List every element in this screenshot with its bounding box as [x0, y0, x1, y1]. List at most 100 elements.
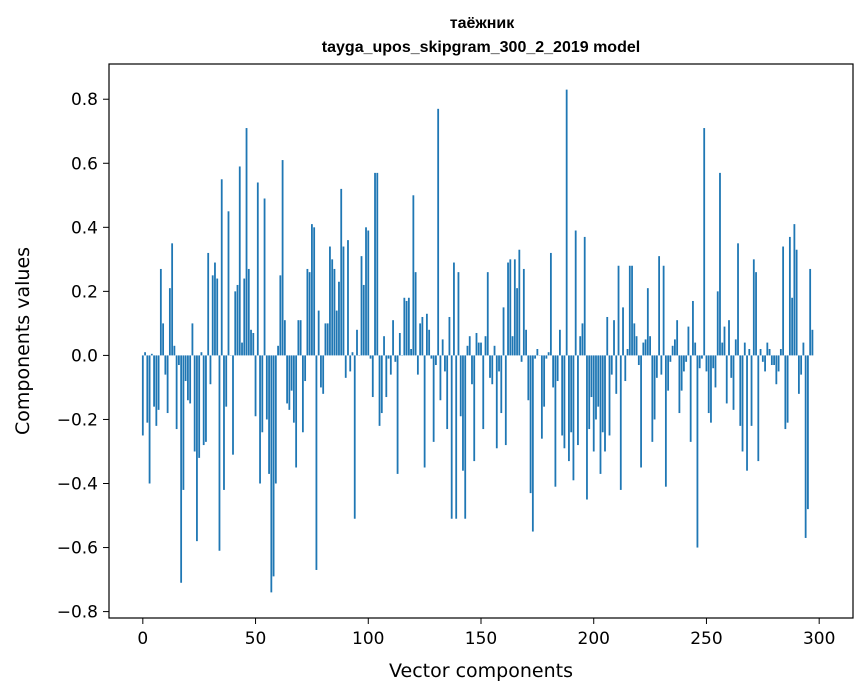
- bar-195: [581, 323, 584, 356]
- bar-185: [559, 329, 561, 356]
- bar-209: [613, 320, 615, 356]
- bar-112: [394, 355, 397, 362]
- bar-280: [773, 355, 775, 366]
- bar-61: [279, 275, 282, 356]
- y-tick-label: −0.8: [57, 603, 98, 623]
- bar-213: [622, 307, 624, 356]
- bar-45: [243, 278, 246, 356]
- bar-17: [180, 355, 183, 583]
- bar-15: [175, 355, 178, 430]
- bar-159: [500, 355, 503, 414]
- bar-251: [707, 355, 710, 414]
- bar-200: [592, 355, 595, 452]
- bar-135: [446, 355, 449, 430]
- bar-279: [770, 355, 773, 366]
- bar-160: [502, 307, 505, 356]
- bar-207: [608, 355, 611, 436]
- x-tick-label: 300: [803, 629, 835, 649]
- bar-183: [554, 355, 557, 487]
- bar-95: [356, 329, 358, 356]
- bar-11: [166, 355, 169, 414]
- bar-277: [766, 342, 769, 356]
- bar-138: [453, 262, 455, 356]
- bar-38: [227, 211, 230, 356]
- y-axis-label: Components values: [12, 247, 34, 435]
- bar-187: [563, 355, 566, 449]
- bar-73: [306, 268, 309, 356]
- bar-99: [365, 227, 367, 356]
- bar-23: [193, 355, 196, 452]
- bar-254: [714, 355, 717, 388]
- bar-36: [223, 355, 225, 490]
- bar-240: [683, 355, 685, 372]
- bar-222: [642, 342, 645, 356]
- bar-253: [712, 355, 715, 369]
- bar-281: [775, 355, 778, 385]
- bar-294: [804, 355, 807, 538]
- bar-231: [662, 265, 665, 356]
- y-axis: −0.8 −0.6 −0.4 −0.2 0.0 0.2 0.4 0.6 0.8: [57, 90, 109, 623]
- bar-164: [511, 336, 514, 356]
- bar-3: [148, 355, 151, 484]
- bar-100: [367, 230, 370, 356]
- bar-9: [162, 323, 165, 356]
- bar-180: [547, 352, 550, 356]
- bar-165: [513, 259, 516, 356]
- bar-186: [561, 355, 564, 436]
- bar-263: [734, 339, 737, 356]
- bar-57: [270, 355, 273, 593]
- bar-108: [385, 355, 388, 398]
- bar-120: [412, 195, 415, 356]
- y-tick-label: 0.4: [71, 218, 98, 238]
- bar-60: [277, 345, 279, 356]
- bar-118: [407, 297, 410, 356]
- bar-278: [768, 349, 771, 356]
- bar-149: [477, 342, 480, 356]
- x-tick-label: 50: [245, 629, 267, 649]
- bar-13: [171, 243, 174, 356]
- bar-147: [473, 355, 476, 462]
- bar-143: [464, 355, 467, 519]
- bar-145: [468, 336, 471, 356]
- bar-167: [518, 249, 521, 356]
- bar-257: [721, 342, 724, 356]
- bar-32: [214, 262, 216, 356]
- bar-134: [444, 355, 446, 372]
- bar-93: [351, 352, 354, 356]
- x-tick-label: 0: [137, 629, 148, 649]
- bar-106: [380, 355, 383, 414]
- bar-237: [676, 320, 679, 356]
- bar-121: [414, 272, 417, 356]
- bar-41: [234, 291, 237, 356]
- bar-81: [324, 323, 327, 356]
- bar-274: [759, 349, 762, 356]
- bar-199: [590, 355, 593, 398]
- bar-51: [256, 182, 259, 356]
- bar-1: [144, 352, 146, 356]
- bar-76: [313, 227, 316, 356]
- bar-174: [534, 355, 537, 359]
- bar-247: [698, 355, 701, 369]
- bar-109: [387, 355, 390, 359]
- bar-128: [430, 355, 433, 359]
- bar-220: [637, 355, 640, 366]
- bar-65: [288, 355, 291, 410]
- bar-153: [486, 272, 489, 356]
- bar-192: [574, 230, 577, 356]
- plot-frame: [108, 63, 854, 619]
- bar-89: [342, 246, 345, 356]
- bar-221: [640, 355, 642, 468]
- bar-131: [437, 108, 440, 356]
- bar-179: [545, 355, 548, 359]
- bar-14: [173, 345, 176, 356]
- bar-50: [254, 355, 257, 417]
- bar-236: [673, 339, 676, 356]
- bar-275: [761, 355, 764, 362]
- bar-238: [678, 355, 681, 414]
- bar-52: [259, 355, 261, 484]
- bar-37: [225, 355, 228, 407]
- bar-26: [200, 352, 203, 356]
- bar-2: [146, 355, 149, 423]
- bar-101: [369, 355, 372, 359]
- bar-269: [748, 349, 751, 356]
